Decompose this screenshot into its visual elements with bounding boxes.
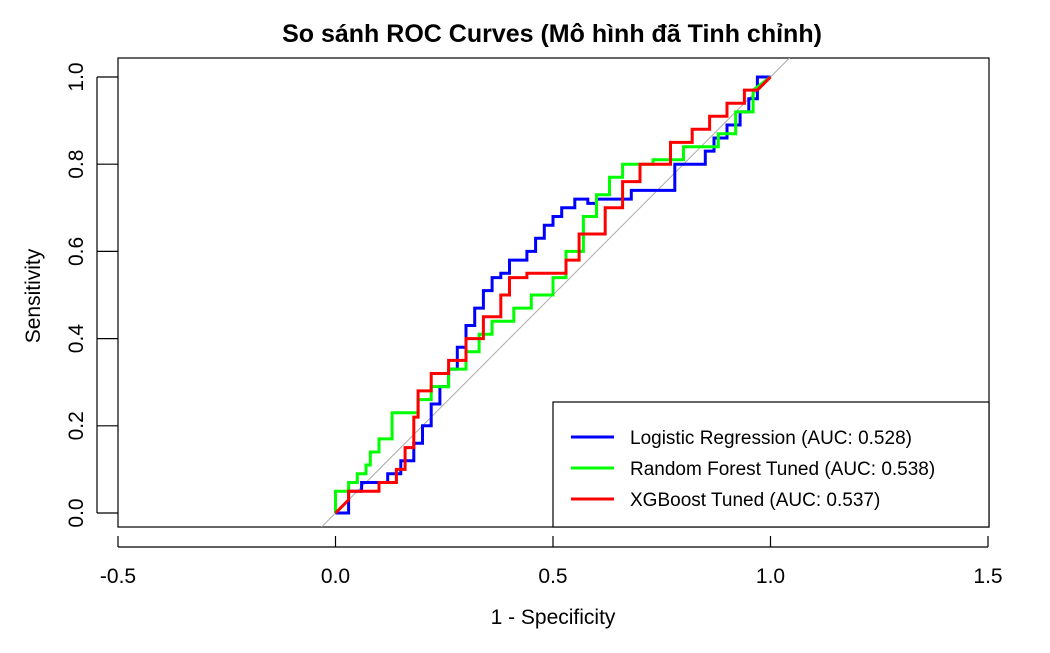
legend-label: Random Forest Tuned (AUC: 0.538) bbox=[630, 459, 935, 480]
legend-label: XGBoost Tuned (AUC: 0.537) bbox=[630, 490, 880, 511]
x-tick-label: 1.5 bbox=[973, 565, 1002, 588]
y-tick-label: 0.4 bbox=[65, 324, 88, 354]
x-tick-label: 0.5 bbox=[538, 565, 567, 588]
y-tick-label: 1.0 bbox=[65, 62, 88, 91]
x-axis-label: 1 - Specificity bbox=[491, 606, 616, 629]
x-axis: -0.5 0.0 0.5 1.0 1.5 bbox=[100, 536, 1003, 588]
legend: Logistic Regression (AUC: 0.528) Random F… bbox=[552, 401, 990, 528]
plot-area bbox=[320, 58, 791, 527]
roc-series-line-0 bbox=[335, 75, 771, 515]
roc-series-line-1 bbox=[334, 75, 772, 513]
chart-title: So sánh ROC Curves (Mô hình đã Tinh chỉn… bbox=[282, 20, 822, 48]
y-tick-label: 0.6 bbox=[65, 237, 88, 266]
roc-series-line-2 bbox=[334, 75, 772, 515]
x-tick-label: -0.5 bbox=[100, 565, 136, 588]
x-tick-label: 1.0 bbox=[756, 565, 785, 588]
x-tick-label: 0.0 bbox=[321, 565, 350, 588]
legend-box bbox=[552, 401, 990, 528]
y-tick-label: 0.2 bbox=[65, 411, 88, 440]
y-tick-label: 0.8 bbox=[65, 150, 88, 179]
y-axis-label: Sensitivity bbox=[22, 248, 45, 343]
y-axis: 0.0 0.2 0.4 0.6 0.8 1.0 bbox=[65, 62, 118, 528]
legend-label: Logistic Regression (AUC: 0.528) bbox=[630, 428, 912, 449]
y-tick-label: 0.0 bbox=[65, 498, 88, 527]
